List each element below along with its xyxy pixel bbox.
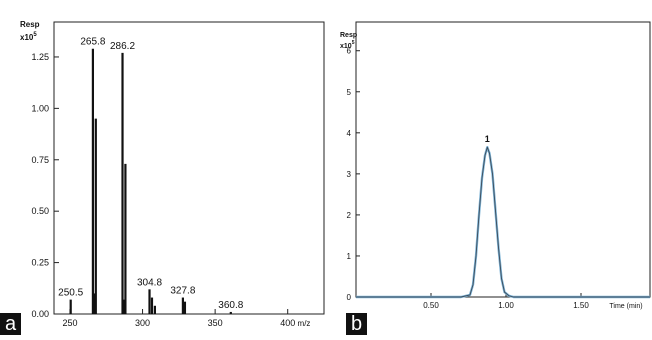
x-axis-label-a: m/z [298,319,311,328]
chromatogram-line [356,146,650,299]
x-tick-label-a: 350 [208,318,223,328]
x-tick-label-a: 400 [280,318,295,328]
peak-label: 360.8 [218,300,243,311]
y-tick-label-b: 2 [347,211,352,220]
peak-label: 250.5 [58,288,83,299]
panel-b: Resp x105 0 1 2 3 4 5 6 0.50 1.00 1.50 Time (min) 1 b [336,0,652,335]
peak-label: 327.8 [170,286,195,297]
y-tick-label-a: 1.25 [31,52,49,62]
y-tick-label-a: 0.75 [31,155,49,165]
y-tick-label-a: 0.00 [31,309,49,319]
peak-label: 304.8 [137,277,162,288]
panel-a: Resp x105 0.00 0.25 0.50 0.75 1.00 1.25 250 300 35… [0,0,326,335]
peak-label: 286.2 [110,41,135,52]
x-axis-label-b: Time (min) [609,303,642,310]
x-tick-label-a: 250 [62,318,77,328]
y-tick-label-b: 3 [347,170,352,179]
y-tick-label-a: 0.25 [31,258,49,268]
chromatogram-line-core [356,146,650,298]
peak-label-b: 1 [485,134,490,144]
y-tick-label-b: 4 [347,129,352,138]
x-tick-label-a: 300 [135,318,150,328]
y-tick-label-b: 1 [347,252,352,261]
x-tick-label-b: 1.00 [498,301,514,310]
plot-frame-a [53,21,325,315]
plot-frame-b [355,21,651,298]
y-tick-label-a: 1.00 [31,103,49,113]
x-tick-label-b: 1.50 [573,301,589,310]
y-tick-label-b: 6 [347,47,352,56]
y-axis-label-a: Resp [20,20,40,29]
y-axis-scale-a: x105 [20,32,37,42]
y-tick-label-a: 0.50 [31,206,49,216]
y-tick-label-b: 5 [347,88,352,97]
panel-label-b: b [346,313,368,335]
y-axis-label-b: Resp [340,32,357,39]
y-axis-scale-b: x105 [340,40,355,50]
y-tick-label-b: 0 [347,293,352,302]
peak-label: 265.8 [80,37,105,48]
chart-a: Resp x105 0.00 0.25 0.50 0.75 1.00 1.25 250 300 35… [20,20,325,328]
x-tick-label-b: 0.50 [423,301,439,310]
panel-label-a: a [0,313,22,335]
